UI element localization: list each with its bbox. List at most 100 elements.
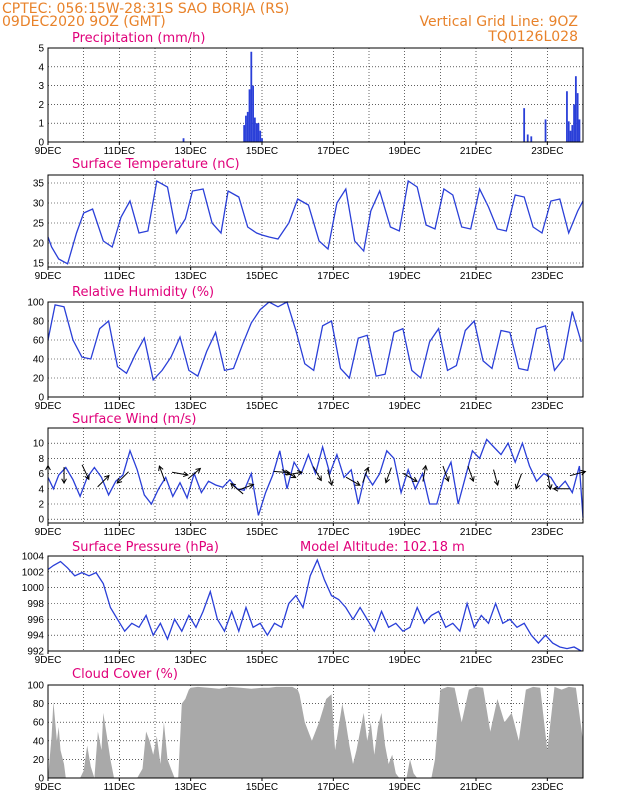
y-tick-label: 0: [38, 393, 44, 404]
wind-arrow-head: [84, 474, 90, 481]
x-tick-label: 11DEC: [104, 146, 136, 157]
precip-bar: [248, 89, 251, 142]
y-tick-label: 100: [27, 298, 44, 309]
x-tick-label: 11DEC: [104, 527, 136, 538]
y-tick-label: 30: [33, 199, 45, 210]
x-tick-label: 15DEC: [246, 401, 278, 412]
x-tick-label: 11DEC: [104, 655, 136, 666]
y-tick-label: 4: [38, 62, 44, 73]
station-title: CPTEC: 056:15W-28:31S SAO BORJA (RS): [2, 1, 289, 17]
y-tick-label: 60: [33, 718, 45, 729]
model-altitude: Model Altitude: 102.18 m: [300, 540, 465, 555]
run-date: 09DEC2020 9OZ (GMT): [2, 14, 166, 30]
wind-arrow-head: [158, 465, 164, 472]
header: CPTEC: 056:15W-28:31S SAO BORJA (RS) 09D…: [2, 1, 578, 45]
x-tick-label: 21DEC: [460, 146, 492, 157]
precip-bar: [578, 119, 581, 142]
model-id: TQ0126L028: [487, 29, 578, 45]
wind-arrow-head: [384, 477, 390, 484]
x-tick-label: 21DEC: [460, 782, 492, 793]
y-tick-label: 100: [27, 681, 44, 692]
y-tick-label: 4: [38, 484, 44, 495]
x-tick-label: 23DEC: [531, 401, 563, 412]
y-tick-label: 80: [33, 699, 45, 710]
wind-arrow-head: [493, 480, 500, 487]
x-tick-label: 21DEC: [460, 655, 492, 666]
wind-arrow-shaft: [547, 473, 551, 490]
y-tick-label: 0: [38, 774, 44, 785]
wind-arrow-shaft: [515, 473, 523, 489]
y-tick-label: 40: [33, 355, 45, 366]
wind-arrow-head: [182, 471, 189, 478]
x-tick-label: 11DEC: [104, 782, 136, 793]
x-tick-label: 19DEC: [389, 401, 421, 412]
wind-arrow: [402, 472, 418, 482]
x-tick-label: 13DEC: [175, 146, 207, 157]
wind-arrow-head: [546, 484, 553, 491]
y-tick-label: 6: [38, 469, 44, 480]
wind-arrow-head: [364, 466, 370, 473]
y-tick-label: 15: [33, 259, 45, 270]
wind-arrow: [81, 464, 90, 481]
wind-arrow-shaft: [327, 469, 333, 486]
wind-title: Surface Wind (m/s): [72, 412, 196, 427]
y-tick-label: 20: [33, 374, 45, 385]
x-tick-label: 17DEC: [317, 527, 349, 538]
y-tick-label: 1002: [22, 567, 45, 578]
precip-bar: [245, 115, 247, 142]
y-tick-label: 25: [33, 219, 45, 230]
x-tick-label: 17DEC: [317, 782, 349, 793]
wind-arrow-shaft: [187, 468, 201, 480]
press-frame: [47, 555, 584, 652]
wind-arrow: [187, 467, 202, 480]
wind-arrow-head: [61, 478, 67, 485]
cloud-frame: [47, 684, 584, 779]
x-tick-label: 21DEC: [460, 527, 492, 538]
wind-arrow-head: [116, 478, 123, 484]
wind-arrow: [384, 467, 392, 484]
precip-bar: [530, 136, 533, 142]
wind-arrow: [312, 466, 322, 482]
wind-frame: [47, 427, 584, 524]
x-tick-label: 17DEC: [317, 401, 349, 412]
wind-arrow-head: [248, 483, 255, 489]
wind-arrow: [238, 483, 255, 491]
precip-bar: [574, 76, 577, 142]
wind-arrow-head: [469, 476, 475, 483]
x-tick-label: 11DEC: [104, 271, 136, 282]
wind-arrow: [158, 465, 166, 482]
wind-arrow-head: [297, 470, 304, 476]
wind-arrow: [281, 469, 297, 479]
wind-arrow-shaft: [158, 465, 166, 482]
x-tick-label: 17DEC: [317, 271, 349, 282]
y-tick-label: 992: [27, 647, 44, 658]
y-tick-label: 80: [33, 317, 45, 328]
press-line: [47, 558, 582, 652]
x-tick-label: 17DEC: [317, 146, 349, 157]
x-tick-label: 15DEC: [246, 271, 278, 282]
wind-arrow-head: [284, 469, 291, 476]
wind-arrow-head: [514, 483, 521, 490]
wind-arrow-shaft: [230, 483, 244, 495]
y-tick-label: 2: [38, 100, 44, 111]
precip-bar: [571, 125, 574, 142]
wind-arrow: [514, 473, 523, 490]
y-tick-label: 1: [38, 119, 44, 130]
precip-bar: [569, 130, 572, 142]
precip-bar: [523, 108, 526, 142]
wind-arrow: [442, 465, 450, 483]
wind-arrow: [546, 473, 553, 491]
precip-panel: 0 1 2 3 4 5 9DEC 11DEC 13DEC 15DEC 17DEC 19DEC 21DEC…: [35, 31, 584, 157]
x-tick-label: 13DEC: [175, 401, 207, 412]
x-tick-label: 9DEC: [35, 655, 62, 666]
wind-arrow-shaft: [97, 475, 110, 488]
y-tick-label: 20: [33, 239, 45, 250]
wind-arrow: [362, 466, 370, 483]
y-tick-label: 998: [27, 599, 44, 610]
wind-arrow: [467, 465, 475, 483]
precip-bar: [567, 121, 570, 142]
wind-arrow-head: [290, 473, 297, 479]
wind-arrow: [422, 464, 428, 482]
y-tick-label: 2: [38, 500, 44, 511]
